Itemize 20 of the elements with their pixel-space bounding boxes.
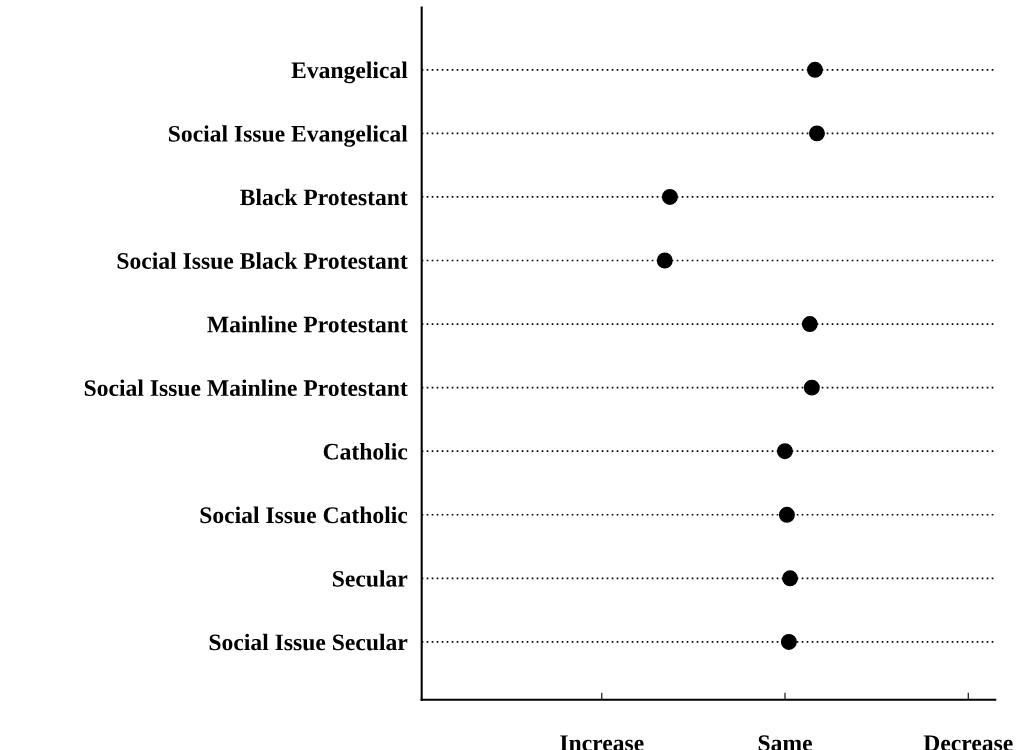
point (776, 443, 793, 460)
point (656, 252, 673, 269)
point (801, 316, 818, 333)
y-tick-label: Mainline Protestant (207, 315, 408, 333)
point (803, 379, 820, 396)
y-tick-label: Social Issue Secular (209, 633, 408, 651)
y-tick-label: Social Issue Catholic (200, 506, 408, 524)
y-tick-label: Black Protestant (240, 188, 408, 206)
y-tick-label: Secular (332, 570, 408, 587)
point (780, 633, 797, 650)
y-tick-label: Social Issue Evangelical (168, 125, 408, 147)
point (782, 570, 799, 587)
y-tick-label: Evangelical (291, 61, 408, 84)
y-tick-label: Social Issue Mainline Protestant (84, 379, 408, 397)
point (661, 188, 678, 205)
point (778, 506, 795, 523)
point (806, 61, 823, 78)
y-tick-label: Social Issue Black Protestant (117, 252, 408, 269)
point (808, 125, 825, 142)
y-tick-label: Catholic (323, 443, 408, 460)
